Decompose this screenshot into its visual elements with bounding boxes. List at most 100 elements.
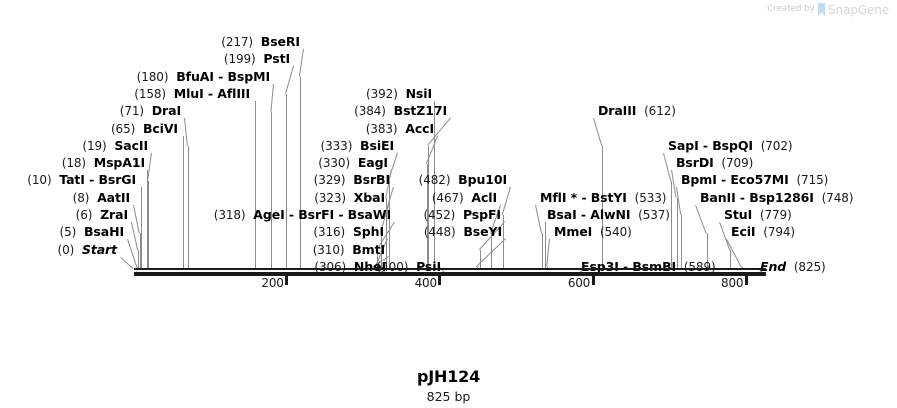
enzyme-label[interactable]: End (825) (760, 260, 826, 274)
enzyme-label[interactable]: (5) BsaHI (60, 224, 125, 240)
enzyme-label[interactable]: BsrDI (709) (676, 156, 753, 170)
cut-position: (18) (61, 156, 86, 171)
enzyme-name: BsrDI (676, 155, 714, 171)
leader-line (270, 83, 274, 112)
leader-line (187, 146, 189, 268)
enzyme-name: BspQI (712, 137, 753, 153)
enzyme-label[interactable]: (316) SphI (313, 225, 384, 239)
leader-line (726, 239, 742, 268)
enzyme-name: BstYI (590, 189, 627, 205)
enzyme-name: BpmI (681, 172, 717, 188)
enzyme-label[interactable]: EciI (794) (731, 225, 795, 239)
enzyme-label[interactable]: (330) EagI (318, 156, 388, 170)
leader-line (147, 170, 149, 268)
ruler-tick (744, 276, 748, 285)
leader-line (284, 66, 294, 95)
enzyme-name: BsaHI (83, 224, 124, 240)
cut-position: (318) (213, 208, 246, 222)
enzyme-label[interactable]: (71) DraI (120, 104, 181, 118)
enzyme-label[interactable]: BpmI - Eco57MI (715) (681, 173, 828, 187)
enzyme-label[interactable]: MmeI (540) (554, 225, 632, 239)
cut-position: (748) (821, 190, 854, 205)
enzyme-label[interactable]: (318) AgeI - BsrFI - BsaWI (214, 208, 391, 222)
enzyme-label[interactable]: MflI * - BstYI (533) (540, 191, 666, 205)
leader-line (593, 118, 603, 147)
enzyme-name: DraI (151, 103, 181, 119)
cut-position: (329) (313, 173, 346, 188)
enzyme-label[interactable]: (482) Bpu10I (419, 173, 507, 187)
leader-line (706, 232, 708, 268)
plasmid-size-label: 825 bp (426, 389, 471, 404)
enzyme-name: BseRI (260, 34, 300, 49)
leader-line (184, 118, 188, 147)
cut-position: (0) (57, 242, 75, 257)
cut-position: (448) (423, 225, 456, 240)
cut-position: (310) (312, 242, 345, 257)
enzyme-name: AgeI (253, 207, 285, 222)
cut-position: (323) (314, 190, 346, 205)
enzyme-label[interactable]: (452) PspFI (423, 208, 501, 222)
leader-line (285, 94, 287, 268)
leader-line (427, 146, 429, 268)
enzyme-label[interactable]: (10) TatI - BsrGI (27, 173, 136, 187)
cut-position: (6) (75, 208, 93, 222)
enzyme-label[interactable]: (448) BseYI (424, 225, 502, 239)
enzyme-name: SacII (114, 137, 148, 153)
enzyme-label[interactable]: (392) NsiI (366, 87, 432, 101)
enzyme-name: StuI (724, 207, 753, 222)
leader-line (148, 180, 150, 268)
enzyme-label[interactable]: (0) Start (57, 243, 117, 257)
enzyme-separator: - (698, 137, 713, 153)
enzyme-name: BfuAI (176, 68, 214, 84)
enzyme-label[interactable]: (333) BsiEI (321, 137, 395, 153)
enzyme-label[interactable]: BanII - Bsp1286I (748) (700, 191, 853, 205)
enzyme-label[interactable]: (199) PstI (224, 52, 290, 66)
ruler-tick (438, 276, 442, 285)
enzyme-label[interactable]: (310) BmtI (313, 243, 385, 257)
leader-line (120, 256, 134, 269)
cut-position: (589) (683, 259, 716, 274)
leader-line (719, 222, 731, 251)
cut-position: (612) (644, 104, 676, 119)
enzyme-label[interactable]: (18) MspA1I (62, 156, 145, 170)
enzyme-label[interactable]: (158) MluI - AflIII (134, 87, 250, 101)
enzyme-name: MluI (173, 85, 204, 101)
enzyme-name: SphI (352, 224, 384, 240)
enzyme-label[interactable]: (8) AatII (73, 191, 130, 205)
enzyme-label[interactable]: StuI (779) (724, 208, 792, 222)
enzyme-label[interactable]: (467) AclI (432, 191, 497, 205)
leader-line (388, 180, 390, 268)
leader-line (479, 250, 481, 268)
enzyme-name: DraIII (598, 103, 637, 119)
enzyme-label[interactable]: (65) BciVI (111, 122, 178, 136)
enzyme-name: BsiEI (360, 137, 394, 153)
enzyme-name: SapI (668, 137, 699, 153)
enzyme-label[interactable]: (180) BfuAI - BspMI (137, 70, 270, 84)
enzyme-label[interactable]: (6) ZraI (76, 208, 128, 222)
cut-position: (779) (759, 208, 792, 222)
enzyme-label[interactable]: (384) BstZ17I (354, 104, 447, 118)
enzyme-label[interactable]: (329) BsrBI (314, 173, 390, 187)
ruler-line-lower (133, 272, 766, 276)
enzyme-label[interactable]: SapI - BspQI (702) (668, 137, 793, 153)
ruler-tick-label: 600 (567, 276, 591, 290)
enzyme-name: MmeI (554, 224, 593, 240)
enzyme-name: EagI (357, 155, 388, 171)
leader-line (544, 222, 546, 268)
cut-position: (825) (793, 259, 826, 274)
enzyme-label[interactable]: (19) SacII (82, 139, 148, 153)
enzyme-label[interactable]: DraIII (612) (598, 104, 676, 118)
enzyme-label[interactable]: (383) AccI (366, 122, 434, 136)
leader-line (501, 187, 511, 216)
cut-position: (537) (638, 208, 670, 222)
enzyme-name: BciVI (142, 120, 178, 136)
enzyme-label[interactable]: (323) XbaI (314, 191, 385, 205)
enzyme-name: AlwNI (590, 207, 631, 222)
leader-line (141, 187, 143, 268)
credit-prefix-text: Created by (767, 4, 815, 15)
enzyme-label[interactable]: (217) BseRI (221, 35, 300, 49)
cut-position: (400) (376, 259, 409, 274)
enzyme-label[interactable]: BsaI - AlwNI (537) (547, 208, 670, 222)
enzyme-name: MflI * (540, 189, 578, 205)
